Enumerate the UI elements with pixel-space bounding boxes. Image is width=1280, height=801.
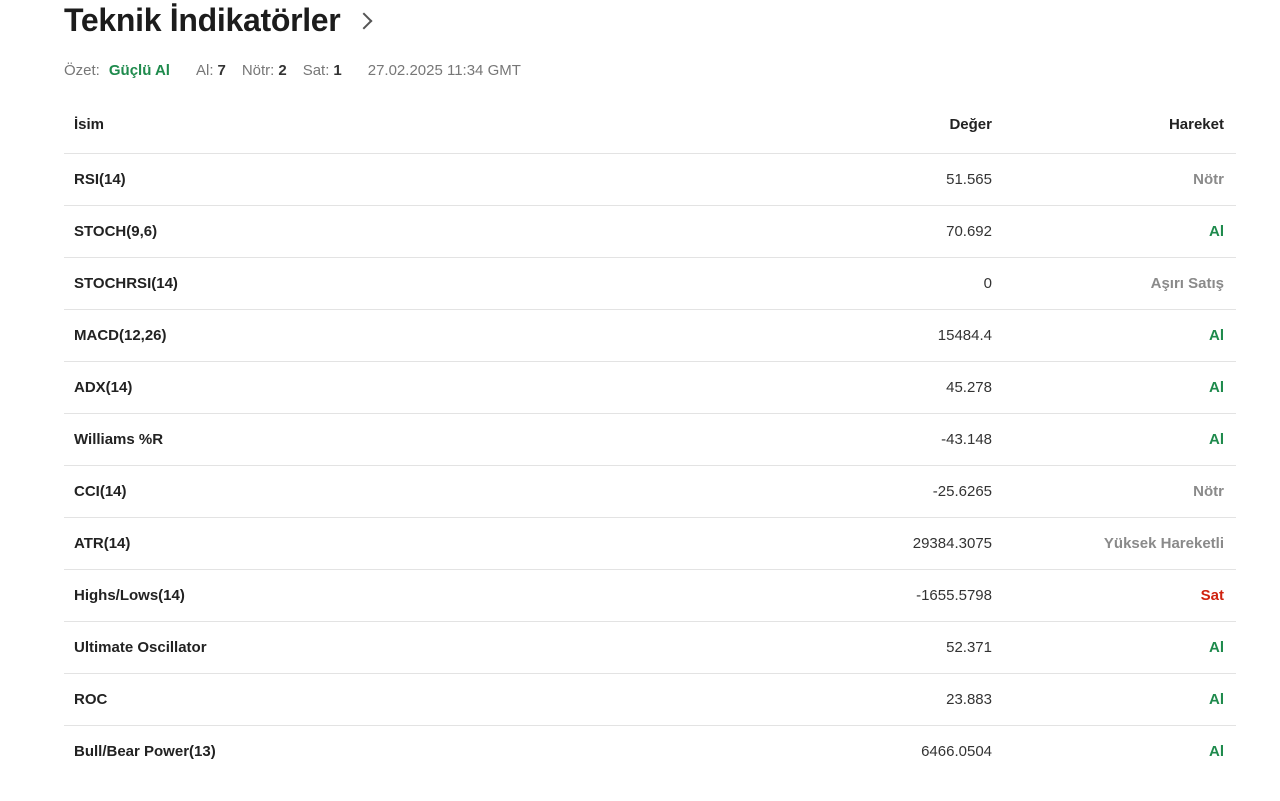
indicator-value: 45.278: [682, 361, 1004, 414]
column-header-value: Değer: [682, 96, 1004, 154]
indicator-value: 23.883: [682, 673, 1004, 726]
table-row: STOCHRSI(14) 0 Aşırı Satış: [64, 257, 1236, 310]
indicator-value: 51.565: [682, 153, 1004, 206]
column-header-action: Hareket: [1004, 96, 1236, 154]
indicator-action: Nötr: [1004, 465, 1236, 518]
indicator-value: 6466.0504: [921, 743, 992, 760]
indicator-action: Yüksek Hareketli: [1004, 517, 1236, 570]
indicator-action: Al: [1004, 205, 1236, 258]
neutral-count: 2: [278, 62, 287, 79]
indicator-action: Al: [1004, 673, 1236, 726]
table-row: Bull/Bear Power(13) 6466.0504 Al: [64, 726, 1236, 778]
column-header-name: İsim: [64, 96, 682, 154]
indicator-value: 29384.3075: [682, 517, 1004, 570]
table-row: CCI(14) -25.6265 Nötr: [64, 465, 1236, 518]
indicator-name: Bull/Bear Power(13): [74, 743, 216, 760]
indicator-value: -25.6265: [682, 465, 1004, 518]
table-header-row: İsim Değer Hareket: [64, 96, 1236, 154]
table-row: Williams %R -43.148 Al: [64, 413, 1236, 466]
timestamp: 27.02.2025 11:34 GMT: [367, 62, 521, 79]
table-row: ATR(14) 29384.3075 Yüksek Hareketli: [64, 517, 1236, 570]
summary-bar: Özet: Güçlü Al Al: 7 Nötr: 2 Sat: 1 27.0…: [64, 62, 521, 79]
table-row: Ultimate Oscillator 52.371 Al: [64, 621, 1236, 674]
page-title[interactable]: Teknik İndikatörler: [64, 0, 373, 40]
indicator-name: STOCH(9,6): [64, 205, 682, 258]
indicator-action: Nötr: [1004, 153, 1236, 206]
sell-count: 1: [333, 62, 342, 79]
indicator-name: Williams %R: [64, 413, 682, 466]
indicator-name: Highs/Lows(14): [64, 569, 682, 622]
indicator-value: 15484.4: [682, 309, 1004, 362]
indicator-value: -1655.5798: [682, 569, 1004, 622]
indicator-name: ATR(14): [64, 517, 682, 570]
indicator-name: Ultimate Oscillator: [64, 621, 682, 674]
table-row: ROC 23.883 Al: [64, 673, 1236, 726]
indicator-value: 70.692: [682, 205, 1004, 258]
indicator-action: Al: [1004, 309, 1236, 362]
table-row: Highs/Lows(14) -1655.5798 Sat: [64, 569, 1236, 622]
indicator-name: ADX(14): [64, 361, 682, 414]
indicator-action: Sat: [1004, 569, 1236, 622]
indicator-name: MACD(12,26): [64, 309, 682, 362]
indicator-value: 0: [682, 257, 1004, 310]
indicator-name: ROC: [64, 673, 682, 726]
neutral-label: Nötr:: [241, 62, 275, 79]
table-row: STOCH(9,6) 70.692 Al: [64, 205, 1236, 258]
indicator-value: 52.371: [682, 621, 1004, 674]
chevron-right-icon[interactable]: [355, 12, 373, 30]
indicator-name: STOCHRSI(14): [64, 257, 682, 310]
indicator-name: CCI(14): [64, 465, 682, 518]
summary-label: Özet:: [64, 62, 100, 79]
page-title-text[interactable]: Teknik İndikatörler: [64, 1, 341, 38]
indicator-value: -43.148: [682, 413, 1004, 466]
summary-verdict: Güçlü Al: [108, 62, 170, 79]
indicator-action: Aşırı Satış: [1004, 257, 1236, 310]
indicator-action: Al: [1004, 413, 1236, 466]
indicator-action: Al: [1004, 621, 1236, 674]
indicators-table: İsim Değer Hareket RSI(14) 51.565 Nötr ST…: [64, 96, 1236, 777]
sell-label: Sat:: [302, 62, 330, 79]
table-row: MACD(12,26) 15484.4 Al: [64, 309, 1236, 362]
table-row: ADX(14) 45.278 Al: [64, 361, 1236, 414]
buy-label: Al:: [195, 62, 214, 79]
indicator-action: Al: [1004, 361, 1236, 414]
indicator-name: RSI(14): [64, 153, 682, 206]
table-row: RSI(14) 51.565 Nötr: [64, 153, 1236, 206]
buy-count: 7: [217, 62, 226, 79]
indicator-action: Al: [1209, 743, 1224, 760]
